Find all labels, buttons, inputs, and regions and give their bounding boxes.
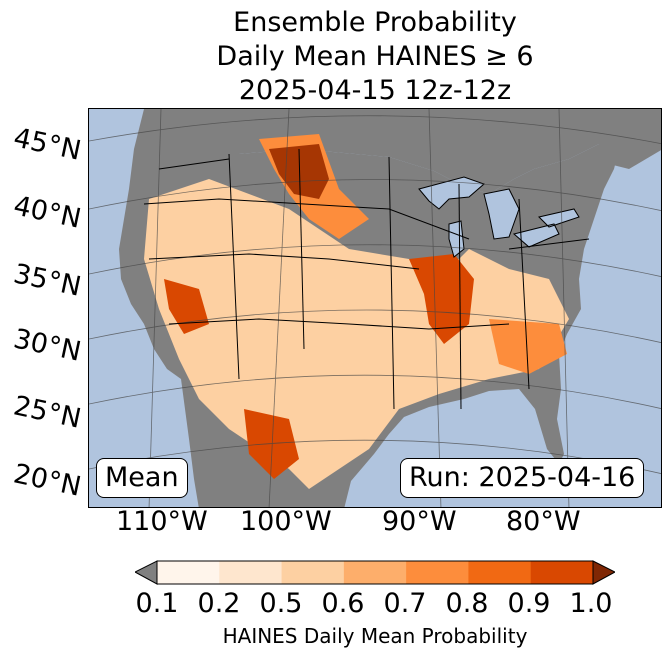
prob-zone-mexico [244,409,299,479]
lon-label-100: 100°W [240,506,332,537]
run-label-box: Run: 2025-04-16 [400,458,645,498]
title-line-2: Daily Mean HAINES ≥ 6 [216,41,534,72]
colorbar-segment [406,561,469,584]
colorbar-segment [468,561,532,584]
mexico-landmass [181,379,294,507]
lon-label-80: 80°W [506,506,581,537]
colorbar-label: HAINES Daily Mean Probability [222,624,528,648]
lat-label-30: 30°N [10,323,84,368]
colorbar-segment [219,561,283,584]
colorbar-under-arrow [135,560,158,585]
lon-label-110: 110°W [116,506,208,537]
title-line-1: Ensemble Probability [233,7,517,38]
title-line-3: 2025-04-15 12z-12z [238,75,512,106]
probability-map [89,109,661,507]
lat-label-40: 40°N [10,190,84,235]
colorbar-tick-6: 0.9 [507,588,551,619]
colorbar [135,560,615,585]
colorbar-tick-3: 0.6 [321,588,365,619]
prob-zone-high-north [269,144,329,199]
colorbar-tick-1: 0.2 [197,588,241,619]
lat-label-25: 25°N [10,390,84,435]
prob-zone-mississippi [409,254,474,344]
lat-label-35: 35°N [10,258,84,303]
colorbar-tick-5: 0.8 [445,588,489,619]
colorbar-tick-7: 1.0 [569,588,613,619]
colorbar-segment [530,561,594,584]
colorbar-segment [343,561,407,584]
prob-zone-southeast [489,319,567,374]
lat-label-45: 45°N [10,122,84,167]
map-panel [88,108,662,508]
lat-label-20: 20°N [10,458,84,503]
colorbar-over-arrow [592,560,615,585]
colorbar-tick-0: 0.1 [135,588,179,619]
lon-label-90: 90°W [382,506,457,537]
canada-landmass [239,109,661,194]
colorbar-segment [281,561,345,584]
graticule [89,109,661,507]
stat-label-box: Mean [96,458,188,498]
state-borders [143,148,590,410]
colorbar-segment [157,561,220,584]
colorbar-tick-2: 0.5 [259,588,303,619]
prob-zone-southwest [164,279,209,334]
colorbar-tick-4: 0.7 [383,588,427,619]
